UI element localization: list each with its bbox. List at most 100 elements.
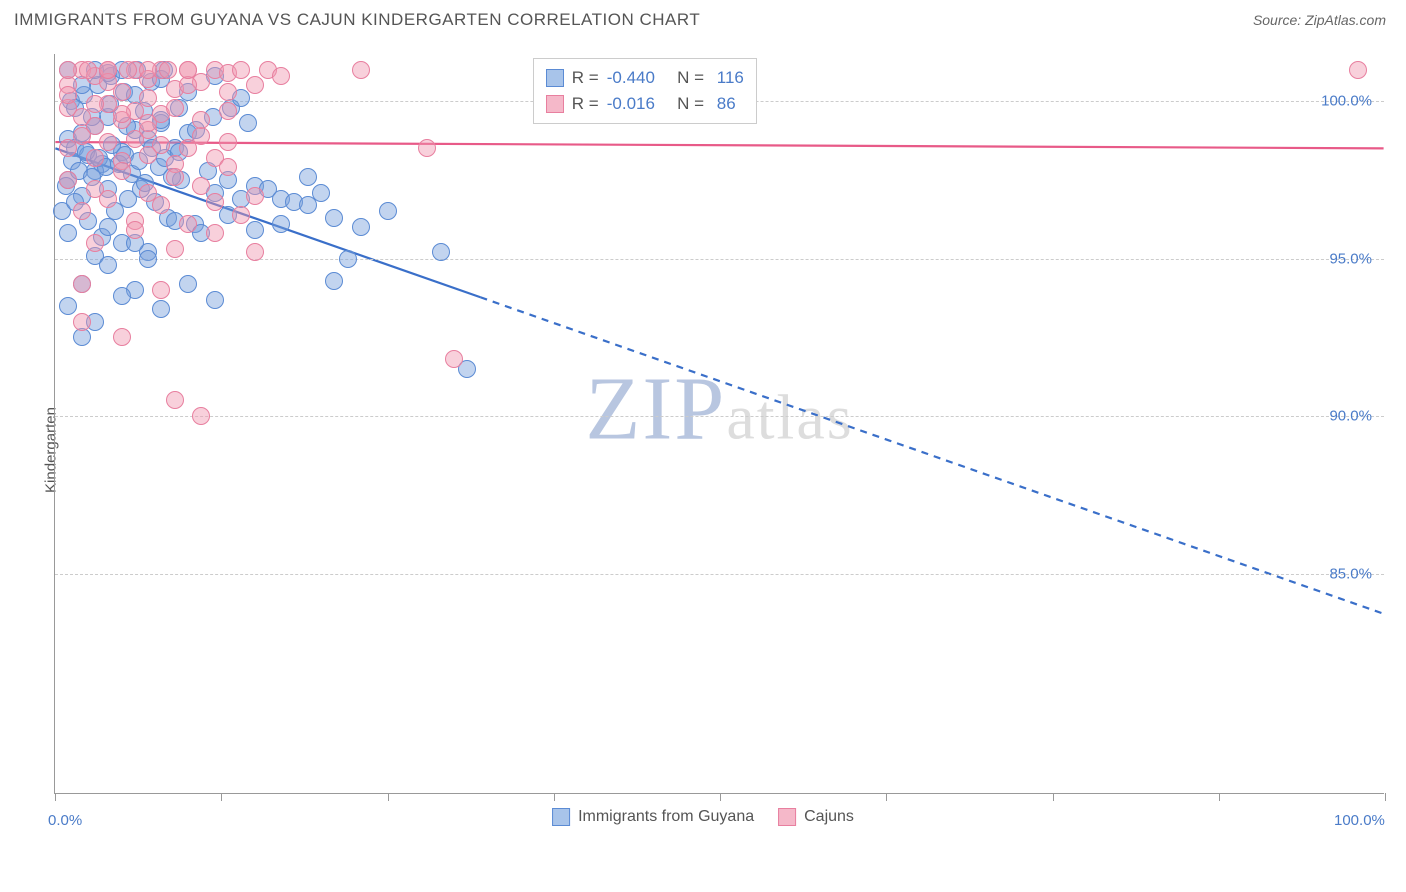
series-legend: Immigrants from Guyana Cajuns xyxy=(552,808,854,826)
data-point xyxy=(73,127,91,145)
x-tick xyxy=(1385,793,1386,801)
source-label: Source: ZipAtlas.com xyxy=(1253,12,1386,28)
data-point xyxy=(86,95,104,113)
data-point xyxy=(73,202,91,220)
watermark-big: ZIP xyxy=(585,359,726,458)
data-point xyxy=(166,240,184,258)
regression-lines xyxy=(55,54,1384,793)
x-tick-label: 100.0% xyxy=(1334,812,1385,829)
data-point xyxy=(232,61,250,79)
data-point xyxy=(192,111,210,129)
data-point xyxy=(152,136,170,154)
legend-swatch xyxy=(546,69,564,87)
data-point xyxy=(445,350,463,368)
x-tick xyxy=(1053,793,1054,801)
data-point xyxy=(1349,61,1367,79)
data-point xyxy=(246,243,264,261)
data-point xyxy=(59,61,77,79)
data-point xyxy=(246,187,264,205)
data-point xyxy=(339,250,357,268)
data-point xyxy=(379,202,397,220)
data-point xyxy=(113,162,131,180)
x-tick xyxy=(554,793,555,801)
data-point xyxy=(325,209,343,227)
data-point xyxy=(126,130,144,148)
data-point xyxy=(59,297,77,315)
legend-label: Cajuns xyxy=(804,808,854,826)
data-point xyxy=(299,168,317,186)
data-point xyxy=(99,133,117,151)
data-point xyxy=(73,275,91,293)
data-point xyxy=(192,127,210,145)
legend-label: Immigrants from Guyana xyxy=(578,808,754,826)
chart-container: Kindergarten ZIPatlas 85.0%90.0%95.0%100… xyxy=(0,40,1406,860)
data-point xyxy=(246,221,264,239)
data-point xyxy=(159,61,177,79)
data-point xyxy=(119,61,137,79)
data-point xyxy=(206,291,224,309)
data-point xyxy=(99,256,117,274)
data-point xyxy=(232,206,250,224)
legend-swatch xyxy=(546,95,564,113)
gridline xyxy=(55,574,1384,575)
legend-row: R = -0.440 N = 116 xyxy=(546,65,744,91)
x-tick xyxy=(720,793,721,801)
data-point xyxy=(113,328,131,346)
data-point xyxy=(179,76,197,94)
data-point xyxy=(219,133,237,151)
chart-title: IMMIGRANTS FROM GUYANA VS CAJUN KINDERGA… xyxy=(14,10,700,30)
data-point xyxy=(73,328,91,346)
data-point xyxy=(59,171,77,189)
data-point xyxy=(113,105,131,123)
data-point xyxy=(139,61,157,79)
x-tick xyxy=(1219,793,1220,801)
data-point xyxy=(126,221,144,239)
y-tick-label: 85.0% xyxy=(1329,565,1372,582)
legend-r-label: R = xyxy=(572,94,599,114)
data-point xyxy=(206,224,224,242)
data-point xyxy=(139,114,157,132)
data-point xyxy=(79,61,97,79)
data-point xyxy=(166,391,184,409)
data-point xyxy=(272,215,290,233)
x-tick xyxy=(55,793,56,801)
data-point xyxy=(299,196,317,214)
legend-n-value: 86 xyxy=(712,94,736,114)
data-point xyxy=(86,234,104,252)
y-tick-label: 95.0% xyxy=(1329,250,1372,267)
y-tick-label: 90.0% xyxy=(1329,408,1372,425)
data-point xyxy=(192,177,210,195)
data-point xyxy=(219,83,237,101)
x-tick xyxy=(886,793,887,801)
y-tick-label: 100.0% xyxy=(1321,93,1372,110)
watermark: ZIPatlas xyxy=(585,357,853,460)
data-point xyxy=(418,139,436,157)
legend-r-value: -0.440 xyxy=(607,68,655,88)
data-point xyxy=(352,218,370,236)
data-point xyxy=(152,300,170,318)
legend-r-label: R = xyxy=(572,68,599,88)
legend-row: R = -0.016 N = 86 xyxy=(546,91,744,117)
data-point xyxy=(219,102,237,120)
data-point xyxy=(192,407,210,425)
data-point xyxy=(86,149,104,167)
data-point xyxy=(139,89,157,107)
data-point xyxy=(166,99,184,117)
chart-header: IMMIGRANTS FROM GUYANA VS CAJUN KINDERGA… xyxy=(0,0,1406,40)
data-point xyxy=(246,76,264,94)
data-point xyxy=(272,67,290,85)
gridline xyxy=(55,416,1384,417)
plot-area: ZIPatlas 85.0% 90.0% 95.0% 100.0% xyxy=(54,54,1384,794)
data-point xyxy=(325,272,343,290)
data-point xyxy=(59,86,77,104)
data-point xyxy=(239,114,257,132)
x-tick xyxy=(388,793,389,801)
data-point xyxy=(432,243,450,261)
data-point xyxy=(73,313,91,331)
data-point xyxy=(59,224,77,242)
correlation-legend: R = -0.440 N = 116R = -0.016 N = 86 xyxy=(533,58,757,124)
legend-n-label: N = xyxy=(663,68,704,88)
data-point xyxy=(206,193,224,211)
data-point xyxy=(179,275,197,293)
legend-swatch xyxy=(778,808,796,826)
